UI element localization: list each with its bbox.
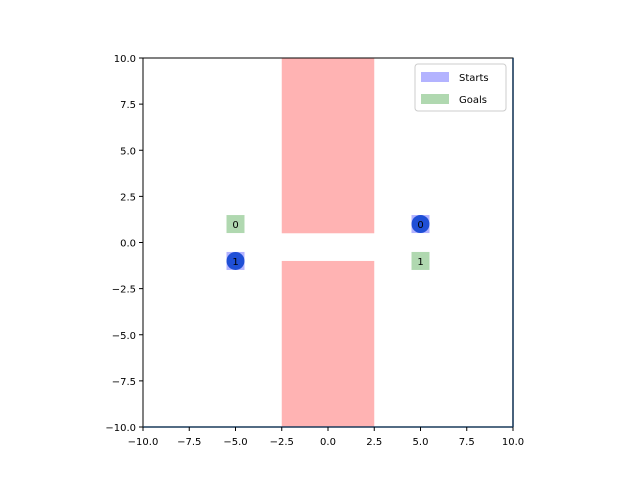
x-tick-label: 2.5 bbox=[366, 437, 382, 448]
x-tick-label: 10.0 bbox=[502, 437, 524, 448]
agent-circle bbox=[226, 251, 245, 270]
goal-marker bbox=[411, 251, 430, 270]
y-tick-label: −10.0 bbox=[105, 423, 136, 434]
axes: −10.0 −7.5 −5.0 −2.5 0.0 2.5 5.0 7.5 10.0−10.0−7… bbox=[105, 54, 524, 448]
y-tick-label: −5.0 bbox=[112, 331, 136, 342]
x-tick-label: −10.0 bbox=[128, 437, 159, 448]
x-tick-label: 5.0 bbox=[413, 437, 429, 448]
legend-label: Starts bbox=[459, 73, 489, 84]
y-tick-label: 5.0 bbox=[120, 146, 136, 157]
legend: Starts Goals bbox=[414, 63, 507, 112]
agent-label: 1 bbox=[232, 257, 238, 268]
x-tick-label: 7.5 bbox=[459, 437, 475, 448]
agent-label: 0 bbox=[417, 220, 423, 231]
goal-label: 1 bbox=[417, 257, 423, 268]
y-tick-label: 7.5 bbox=[120, 100, 136, 111]
y-tick-label: 0.0 bbox=[120, 239, 136, 250]
x-tick-label: 0.0 bbox=[320, 437, 336, 448]
goal-marker bbox=[226, 215, 245, 234]
x-tick-label: −7.5 bbox=[177, 437, 201, 448]
x-tick-label: −2.5 bbox=[270, 437, 294, 448]
goal-label: 0 bbox=[232, 220, 238, 231]
y-tick-label: 2.5 bbox=[120, 192, 136, 203]
legend-label: Goals bbox=[459, 95, 487, 106]
x-tick-label: −5.0 bbox=[223, 437, 247, 448]
obstacle-rect bbox=[281, 58, 375, 234]
agent-circle bbox=[411, 215, 430, 234]
legend-swatch bbox=[421, 94, 449, 104]
y-tick-label: 10.0 bbox=[114, 54, 136, 65]
y-tick-label: −7.5 bbox=[112, 377, 136, 388]
legend-swatch bbox=[421, 72, 449, 82]
obstacle-rect bbox=[281, 260, 375, 427]
y-tick-label: −2.5 bbox=[112, 285, 136, 296]
plot-area: 0 1 0 1 bbox=[226, 58, 430, 427]
